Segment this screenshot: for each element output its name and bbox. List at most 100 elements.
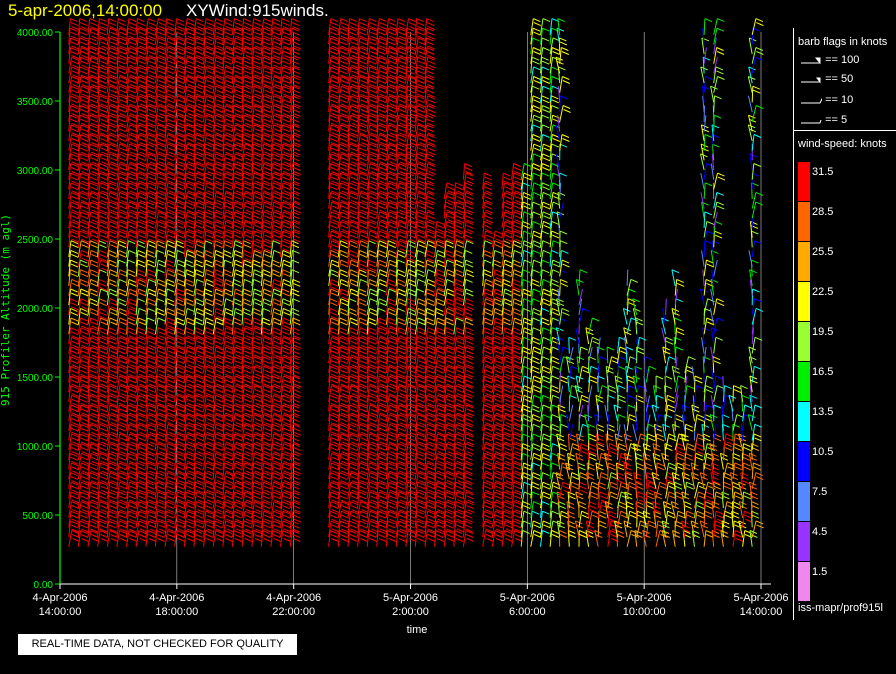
wind-barb [241, 269, 252, 286]
wind-barb [347, 317, 358, 335]
wind-barb [540, 336, 551, 354]
wind-barb [174, 191, 186, 209]
wind-barb [174, 259, 186, 277]
wind-barb [280, 336, 292, 354]
wind-barb [549, 423, 560, 441]
x-tick-label-time: 14:00:00 [740, 606, 783, 618]
wind-barb [405, 47, 417, 64]
wind-barb [135, 56, 147, 74]
wind-barb [491, 240, 503, 257]
wind-barb [77, 172, 89, 190]
wind-barb [453, 288, 464, 306]
wind-barb [203, 443, 214, 460]
wind-barb [443, 452, 454, 470]
wind-barb [251, 240, 262, 257]
wind-barb [385, 105, 397, 122]
wind-barb [280, 452, 291, 470]
wind-barb [154, 394, 166, 412]
wind-barb [193, 114, 204, 132]
wind-barb [567, 530, 576, 547]
wind-barb [713, 191, 724, 209]
wind-barb [366, 220, 377, 238]
wind-barb [251, 317, 262, 335]
wind-barb [376, 385, 388, 402]
wind-barb [116, 240, 127, 257]
x-tick-label-time: 6:00:00 [509, 606, 546, 618]
wind-barb [251, 47, 263, 64]
wind-barb [357, 259, 368, 277]
x-tick-label-time: 18:00:00 [155, 606, 198, 618]
wind-barb [280, 346, 291, 364]
wind-barb [482, 365, 494, 383]
wind-barb [126, 346, 137, 364]
wind-barb [328, 530, 339, 547]
wind-barb [68, 510, 80, 528]
wind-barb [681, 414, 686, 431]
wind-barb [116, 269, 128, 286]
wind-barb [212, 327, 224, 344]
wind-barb [385, 163, 397, 180]
wind-barb [203, 56, 215, 74]
wind-barb [549, 501, 560, 518]
wind-barb [203, 423, 215, 441]
wind-barb [645, 414, 651, 431]
wind-barb [231, 85, 244, 103]
wind-barb [540, 278, 551, 296]
wind-barb [578, 317, 580, 335]
wind-barb [260, 472, 272, 489]
wind-barb [135, 520, 148, 538]
wind-barb [376, 404, 388, 422]
wind-barb [376, 472, 387, 489]
wind-barb [106, 249, 117, 267]
wind-barb [222, 433, 233, 451]
wind-barb [270, 327, 282, 344]
wind-barb [395, 365, 406, 383]
wind-barb [626, 394, 636, 412]
wind-barb [559, 182, 562, 200]
wind-barb [385, 317, 397, 335]
wind-barb [135, 163, 147, 180]
wind-barb [405, 472, 416, 489]
wind-barb [193, 501, 205, 518]
wind-barb [126, 510, 137, 528]
wind-barb [164, 510, 175, 528]
speed-swatch-label: 13.5 [812, 406, 834, 418]
wind-barb [405, 414, 417, 431]
wind-barb [154, 433, 166, 451]
wind-barb [366, 124, 378, 142]
wind-barb [501, 259, 513, 277]
wind-barb [556, 336, 564, 354]
wind-barb [222, 423, 233, 441]
wind-barb [174, 76, 185, 93]
wind-barb [260, 114, 272, 132]
wind-barb [68, 230, 79, 248]
wind-barb [106, 317, 118, 335]
wind-barb [251, 172, 263, 190]
wind-barb [520, 375, 532, 393]
wind-barb [347, 423, 358, 441]
wind-barb [270, 375, 281, 393]
wind-barb [385, 76, 397, 93]
wind-barb [414, 201, 427, 219]
wind-barb [203, 47, 214, 64]
wind-barb [633, 472, 642, 489]
wind-barb [703, 115, 707, 132]
wind-barb [530, 66, 541, 84]
wind-barb [672, 530, 681, 547]
wind-barb [87, 365, 98, 383]
wind-barb [434, 452, 446, 470]
wind-barb [106, 336, 118, 354]
wind-barb [77, 452, 90, 470]
wind-barb [289, 491, 301, 509]
wind-barb [203, 37, 214, 55]
speed-swatch [798, 162, 810, 201]
wind-barb [750, 230, 759, 248]
wind-barb [586, 462, 595, 480]
wind-barb [222, 134, 233, 151]
wind-barb [328, 249, 339, 267]
wind-barb [270, 230, 282, 248]
wind-barb [126, 375, 137, 393]
wind-barb [337, 452, 349, 470]
wind-barb [145, 443, 156, 460]
wind-barb [424, 201, 435, 219]
